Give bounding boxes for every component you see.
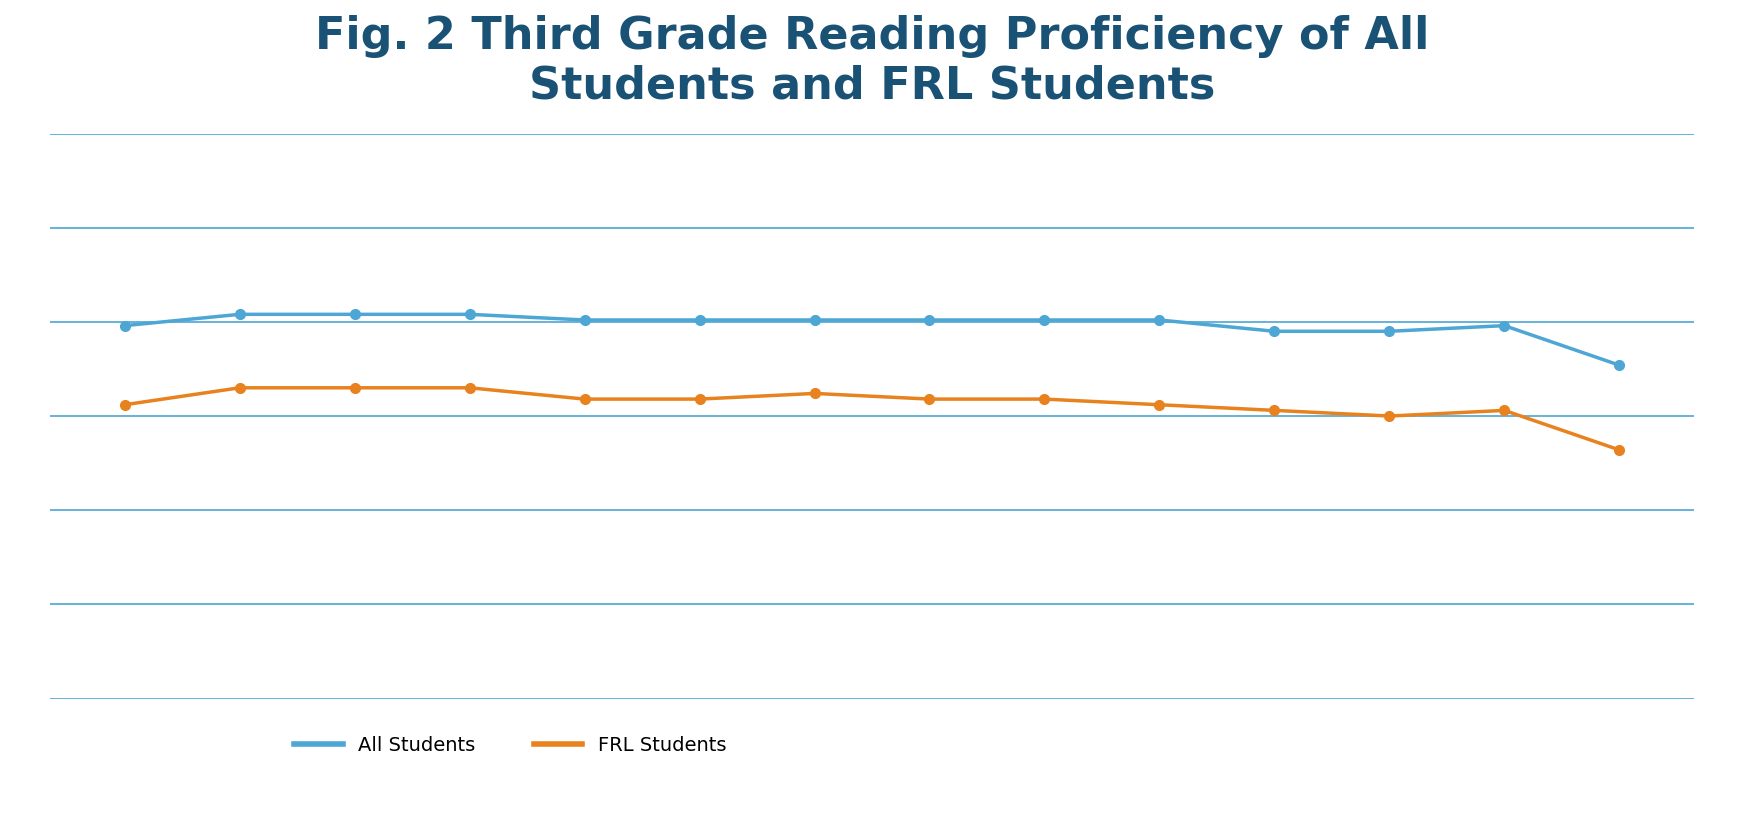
All Students (228, 309, 249, 319)
All Students (1495, 321, 1516, 331)
Line: FRL Students: FRL Students (120, 383, 1624, 455)
All Students (344, 309, 364, 319)
FRL Students (919, 394, 940, 404)
All Students (1034, 315, 1055, 325)
FRL Students (344, 383, 364, 393)
FRL Students (1034, 394, 1055, 404)
Title: Fig. 2 Third Grade Reading Proficiency of All
Students and FRL Students: Fig. 2 Third Grade Reading Proficiency o… (316, 15, 1428, 108)
All Students (459, 309, 480, 319)
FRL Students (574, 394, 595, 404)
FRL Students (1149, 400, 1170, 410)
FRL Students (113, 400, 134, 410)
All Students (113, 321, 134, 331)
All Students (574, 315, 595, 325)
All Students (1149, 315, 1170, 325)
All Students (919, 315, 940, 325)
FRL Students (1495, 406, 1516, 416)
FRL Students (1264, 406, 1285, 416)
All Students (689, 315, 710, 325)
All Students (1264, 326, 1285, 336)
FRL Students (689, 394, 710, 404)
FRL Students (804, 388, 825, 398)
FRL Students (1610, 445, 1631, 455)
Line: All Students: All Students (120, 309, 1624, 370)
FRL Students (459, 383, 480, 393)
Legend: All Students, FRL Students: All Students, FRL Students (286, 727, 734, 763)
All Students (1380, 326, 1400, 336)
FRL Students (228, 383, 249, 393)
All Students (804, 315, 825, 325)
All Students (1610, 360, 1631, 370)
FRL Students (1380, 411, 1400, 421)
